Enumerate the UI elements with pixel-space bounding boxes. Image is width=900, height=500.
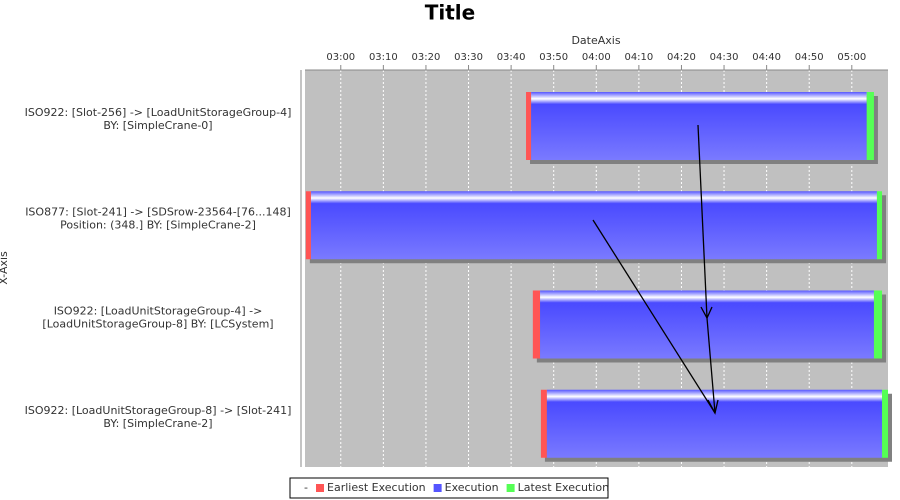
x-tick-label: 03:50 xyxy=(539,52,568,63)
x-tick-label: 05:00 xyxy=(837,52,866,63)
legend-label: Latest Execution xyxy=(518,481,609,494)
bar-segment xyxy=(310,191,877,260)
bar-segment xyxy=(305,191,311,260)
bar-segment xyxy=(532,290,541,359)
y-tick-label: BY: [SimpleCrane-0] xyxy=(103,119,212,132)
bar-segment xyxy=(876,191,883,260)
y-tick-label: ISO877: [Slot-241] -> [SDSrow-23564-[76.… xyxy=(25,205,291,218)
y-tick-label: ISO922: [LoadUnitStorageGroup-8] -> [Slo… xyxy=(25,404,292,417)
legend xyxy=(289,477,609,499)
x-tick-label: 03:30 xyxy=(454,52,483,63)
bar-segment xyxy=(873,290,883,359)
x-tick-label: 04:20 xyxy=(667,52,696,63)
x-tick-label: 04:10 xyxy=(624,52,653,63)
bar-segment xyxy=(540,389,547,458)
x-tick-label: 04:50 xyxy=(795,52,824,63)
legend-marker: - xyxy=(304,481,308,494)
legend-swatch xyxy=(506,484,515,492)
x-tick-label: 04:30 xyxy=(710,52,739,63)
legend-label: Execution xyxy=(445,481,499,494)
y-tick-label: Position: (348.] BY: [SimpleCrane-2] xyxy=(60,218,256,231)
bar-segment xyxy=(882,389,888,458)
y-tick-label: [LoadUnitStorageGroup-8] BY: [LCSystem] xyxy=(42,318,273,331)
chart-title: Title xyxy=(425,1,475,25)
y-tick-label: BY: [SimpleCrane-2] xyxy=(103,417,212,430)
y-axis-title: X-Axis xyxy=(0,251,10,285)
y-tick-label: ISO922: [Slot-256] -> [LoadUnitStorageGr… xyxy=(25,106,292,119)
x-tick-label: 04:40 xyxy=(752,52,781,63)
bar-segment xyxy=(526,92,532,160)
y-tick-label: ISO922: [LoadUnitStorageGroup-4] -> xyxy=(54,305,263,318)
legend-swatch xyxy=(316,484,324,492)
legend-swatch xyxy=(433,484,442,492)
bar-segment xyxy=(866,92,874,160)
x-tick-label: 03:20 xyxy=(412,52,441,63)
legend-label: Earliest Execution xyxy=(327,481,426,494)
x-tick-label: 03:40 xyxy=(497,52,526,63)
x-axis-title: DateAxis xyxy=(571,34,620,47)
dependency-arrows xyxy=(592,124,719,415)
x-tick-label: 03:10 xyxy=(369,52,398,63)
x-tick-label: 03:00 xyxy=(326,52,355,63)
x-tick-label: 04:00 xyxy=(582,52,611,63)
